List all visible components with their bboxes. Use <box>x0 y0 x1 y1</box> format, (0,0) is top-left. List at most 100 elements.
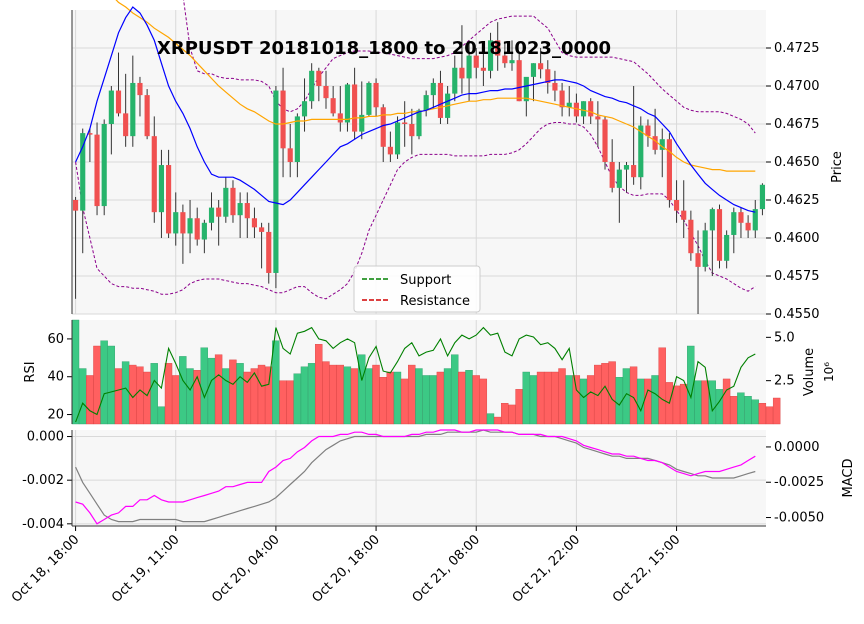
x-tick-label: Oct 20, 18:00 <box>309 532 382 605</box>
price-tick-label: 0.4600 <box>774 231 820 246</box>
volume-bar-down <box>536 371 545 425</box>
lower-band-line <box>75 122 756 300</box>
volume-bar-up <box>415 368 423 425</box>
upper-band-line <box>183 0 756 134</box>
candle-down <box>230 187 236 216</box>
volume-bar-down <box>136 366 144 425</box>
volume-bar-down <box>229 359 237 425</box>
x-tick-label: Oct 21, 22:00 <box>510 532 583 605</box>
volume-bar-down <box>350 368 359 425</box>
volume-bar-up <box>121 361 130 425</box>
volume-bar-up <box>565 375 573 425</box>
candle-up <box>416 110 422 137</box>
volume-bar-down <box>164 363 173 425</box>
volume-bar-down <box>672 385 681 425</box>
volume-bar-down <box>264 366 273 425</box>
volume-bar-down <box>493 416 502 425</box>
volume-bar-down <box>586 375 595 425</box>
candle-down <box>673 200 680 211</box>
volume-axis-label: Volume <box>802 348 817 396</box>
volume-bar-up <box>150 363 158 425</box>
volume-bar-up <box>622 368 631 425</box>
candle-up <box>294 116 300 162</box>
macd-left-tick-label: -0.002 <box>22 473 64 488</box>
x-tick-label: Oct 19, 11:00 <box>109 532 182 605</box>
candle-up <box>509 60 515 64</box>
legend-support-label: Support <box>400 273 451 288</box>
volume-bar-down <box>458 371 466 425</box>
macd-panel-bg <box>72 430 766 526</box>
volume-bar-up <box>100 340 108 425</box>
volume-bar-up <box>157 406 166 425</box>
candle-up <box>223 187 229 217</box>
volume-bar-down <box>722 378 731 425</box>
volume-bar-up <box>486 413 495 425</box>
volume-bar-down <box>701 380 709 425</box>
volume-bar-down <box>214 354 223 425</box>
candle-up <box>366 82 372 115</box>
candle-down <box>745 222 751 231</box>
volume-bar-down <box>93 345 101 425</box>
candle-down <box>352 84 358 132</box>
volume-bar-down <box>86 375 94 425</box>
macd-right-tick-label: -0.0025 <box>774 475 824 490</box>
candle-down <box>602 119 608 162</box>
candle-down <box>538 63 544 70</box>
volume-bar-down <box>758 403 767 425</box>
candle-up <box>201 222 207 240</box>
macd-right-tick-label: -0.0050 <box>774 511 824 526</box>
ma-slow-line <box>115 0 756 172</box>
volume-multiplier-label: 10⁶ <box>822 362 836 382</box>
candle-down <box>87 133 93 135</box>
volume-bar-up <box>443 368 452 425</box>
volume-bar-up <box>307 363 316 425</box>
candle-down <box>666 139 672 200</box>
candle-down <box>495 40 501 56</box>
candle-up <box>344 84 351 123</box>
candle-up <box>187 218 193 234</box>
candle-down <box>180 212 186 234</box>
candle-down <box>480 67 486 71</box>
candle-down <box>259 227 265 232</box>
volume-bar-up <box>78 368 87 425</box>
volume-bar-down <box>730 396 738 425</box>
candle-up <box>80 133 86 211</box>
candle-up <box>487 40 494 71</box>
volume-bar-down <box>400 378 409 425</box>
volume-bar-down <box>386 371 395 425</box>
price-tick-label: 0.4550 <box>774 307 820 322</box>
volume-bar-up <box>708 380 716 425</box>
volume-bar-down <box>114 368 123 425</box>
volume-bar-down <box>171 375 180 425</box>
candle-up <box>659 139 665 150</box>
x-tick-label: Oct 18, 18:00 <box>9 532 82 605</box>
volume-bar-down <box>765 406 774 425</box>
candle-up <box>237 203 243 216</box>
price-plot <box>73 0 765 314</box>
volume-bar-down <box>501 403 509 425</box>
volume-bar-down <box>193 370 201 425</box>
candle-up <box>301 101 308 117</box>
candle-down <box>137 82 143 96</box>
volume-bar-up <box>393 371 402 425</box>
candle-up <box>158 165 165 213</box>
macd-plot <box>75 429 756 525</box>
candle-up <box>208 207 215 223</box>
candle-up <box>566 102 572 108</box>
volume-bar-down <box>472 375 480 425</box>
volume-bar-up <box>751 399 759 425</box>
volume-bar-up <box>200 347 208 425</box>
candle-down <box>373 82 379 108</box>
volume-bar-up <box>222 368 230 425</box>
candle-down <box>287 148 293 162</box>
candle-down <box>144 95 150 137</box>
volume-bar-up <box>450 354 459 425</box>
candle-down <box>459 67 465 79</box>
candle-up <box>709 209 715 231</box>
volume-bar-up <box>429 375 437 425</box>
candle-down <box>738 212 744 223</box>
volume-bar-up <box>737 392 745 425</box>
volume-bar-up <box>186 368 194 425</box>
price-tick-label: 0.4650 <box>774 155 820 170</box>
